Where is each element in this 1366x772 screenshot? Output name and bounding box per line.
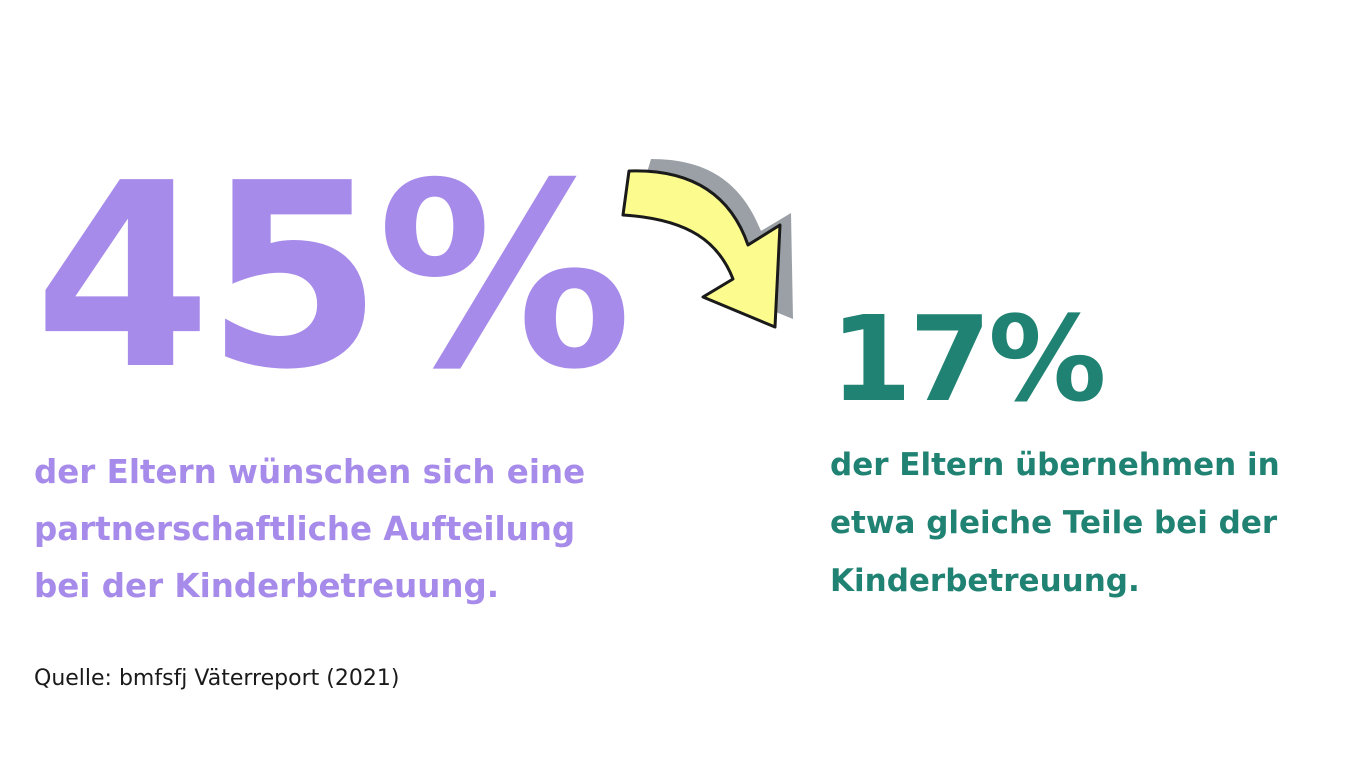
right-description-line-3: Kinderbetreuung. xyxy=(830,563,1140,599)
right-description-line-2: etwa gleiche Teile bei der xyxy=(830,505,1278,541)
source-citation: Quelle: bmfsfj Väterreport (2021) xyxy=(34,666,400,691)
right-stat-value: 17% xyxy=(830,290,1106,428)
arrow-body xyxy=(621,169,782,329)
left-stat: 45% xyxy=(34,150,654,405)
left-description-line-2: partnerschaftliche Aufteilung xyxy=(34,510,576,548)
curved-arrow-icon xyxy=(621,159,793,329)
right-description-line-1: der Eltern übernehmen in xyxy=(830,447,1280,483)
left-description-line-1: der Eltern wünschen sich eine xyxy=(34,453,586,491)
left-stat-description: der Eltern wünschen sich eine partnersch… xyxy=(34,444,654,615)
left-stat-value: 45% xyxy=(34,129,632,426)
left-description-line-3: bei der Kinderbetreuung. xyxy=(34,567,500,605)
right-stat: 17% xyxy=(830,290,1106,428)
right-stat-description: der Eltern übernehmen in etwa gleiche Te… xyxy=(830,436,1350,610)
